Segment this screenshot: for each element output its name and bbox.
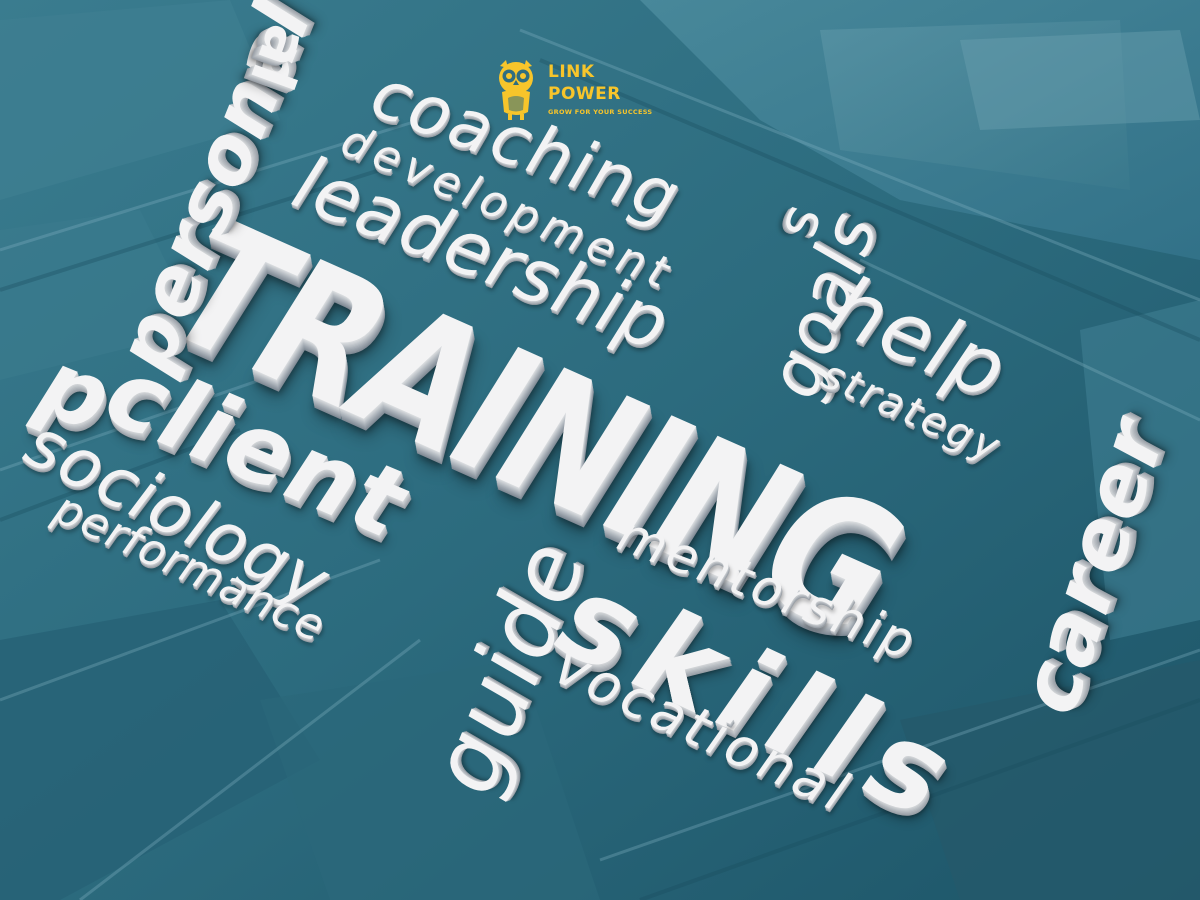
logo-tagline: GROW FOR YOUR SUCCESS (548, 108, 653, 116)
owl-icon (499, 60, 533, 120)
logo-line-power: POWER (548, 84, 621, 104)
word-career: career (1003, 399, 1183, 732)
link-power-logo: LINK POWER GROW FOR YOUR SUCCESS (494, 58, 694, 122)
logo-line-link: LINK (548, 62, 595, 82)
